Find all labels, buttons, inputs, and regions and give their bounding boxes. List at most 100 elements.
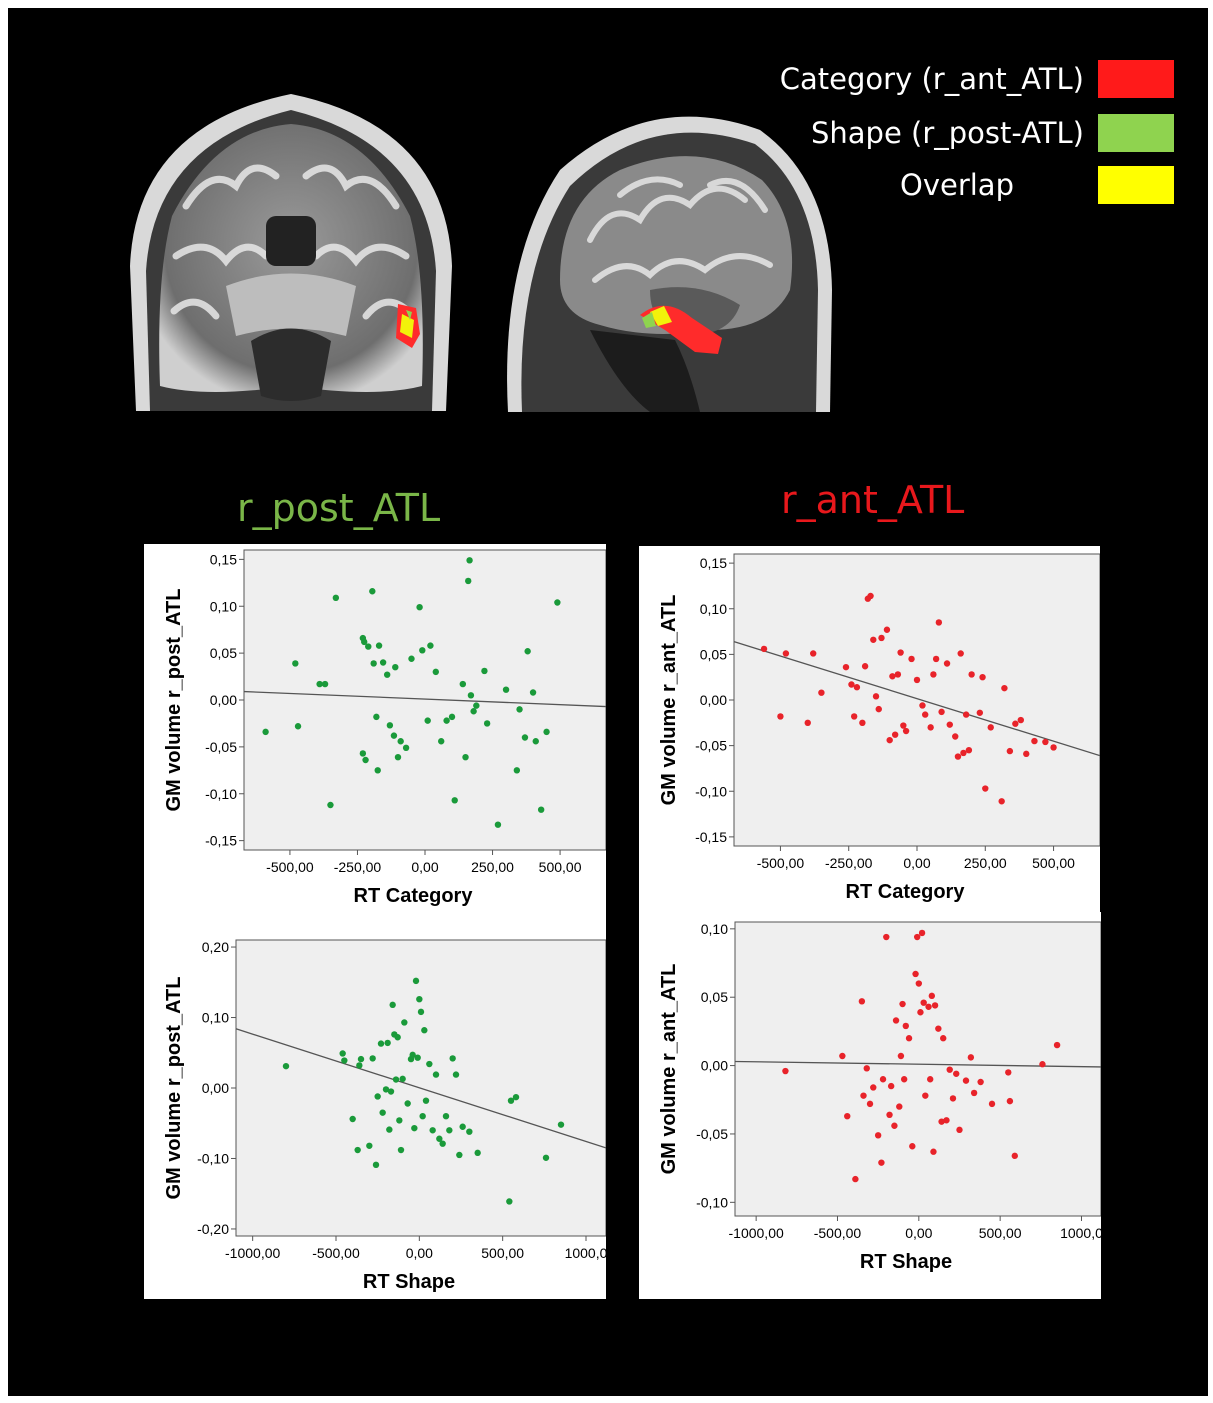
data-point	[977, 1078, 984, 1086]
data-point	[396, 1117, 403, 1124]
data-point	[386, 1126, 393, 1133]
data-point	[1023, 750, 1030, 758]
data-point	[844, 1112, 851, 1120]
data-point	[419, 1112, 426, 1120]
data-point	[861, 663, 869, 670]
data-point	[930, 1148, 937, 1155]
data-point	[372, 1161, 380, 1169]
data-point	[842, 663, 850, 671]
y-tick-label: -0,10	[197, 1150, 229, 1166]
data-point	[900, 1076, 908, 1083]
data-point	[416, 996, 423, 1003]
data-point	[946, 721, 953, 728]
data-point	[943, 660, 951, 667]
y-tick-label: 0,05	[210, 645, 237, 661]
data-point	[512, 1093, 520, 1101]
fit-line	[733, 640, 1100, 757]
data-point	[927, 724, 934, 731]
legend-item-overlap: Overlap	[900, 166, 1174, 204]
data-point	[909, 1143, 916, 1150]
data-point	[537, 806, 545, 813]
data-point	[1031, 737, 1038, 745]
legend-label: Overlap	[900, 168, 1014, 202]
data-point	[1039, 1061, 1046, 1068]
data-point	[474, 1149, 481, 1157]
legend-label: Category (r_ant_ATL)	[779, 62, 1084, 96]
data-point	[782, 1067, 789, 1075]
data-point	[858, 998, 866, 1005]
data-point	[818, 689, 825, 696]
data-point	[524, 648, 531, 655]
data-point	[938, 1118, 945, 1125]
data-point	[443, 717, 450, 724]
data-point	[416, 603, 423, 611]
scatter-ant-shape: 0,10 0,05 0,00 -0,05 -0,10 -1000,00 -500,00 0,0…	[639, 912, 1101, 1299]
data-point	[412, 977, 420, 985]
data-point	[356, 1062, 363, 1069]
data-point	[426, 1060, 433, 1068]
data-point	[953, 1070, 960, 1077]
data-point	[404, 1100, 411, 1107]
data-point	[887, 1082, 895, 1090]
data-point	[850, 713, 858, 720]
x-tick-label: -500,00	[814, 1225, 862, 1241]
x-tick-label: 250,00	[964, 855, 1007, 871]
data-point	[432, 668, 440, 676]
data-point	[930, 671, 937, 678]
data-point	[361, 638, 368, 646]
data-point	[952, 733, 959, 740]
data-point	[332, 594, 340, 602]
y-tick-label: -0,10	[696, 1194, 728, 1210]
data-point	[439, 1140, 446, 1147]
data-point	[894, 671, 902, 678]
data-point	[810, 650, 817, 657]
data-point	[760, 645, 768, 653]
data-point	[886, 1111, 893, 1119]
y-tick-label: 0,00	[210, 692, 237, 708]
data-point	[1050, 744, 1057, 751]
data-point	[970, 1089, 978, 1097]
data-point	[925, 1003, 932, 1010]
x-tick-label: -250,00	[334, 859, 382, 875]
data-point	[414, 1054, 421, 1061]
data-point	[913, 933, 921, 941]
x-tick-label: 0,00	[411, 859, 438, 875]
data-point	[878, 634, 885, 642]
data-point	[949, 1095, 957, 1102]
y-tick-label: -0,20	[197, 1221, 229, 1237]
data-point	[341, 1057, 348, 1064]
plot-area	[243, 549, 606, 851]
data-point	[804, 719, 811, 727]
data-point	[922, 1092, 929, 1099]
data-point	[998, 798, 1005, 805]
x-tick-label: -1000,00	[729, 1225, 784, 1241]
data-point	[366, 1142, 373, 1149]
data-point	[870, 1084, 877, 1091]
x-tick-label: 1000,0	[1060, 1225, 1101, 1241]
data-point	[900, 722, 907, 729]
data-point	[369, 588, 376, 595]
data-point	[1017, 716, 1024, 724]
y-tick-label: 0,15	[210, 551, 237, 567]
data-point	[1005, 1069, 1012, 1076]
data-point	[938, 708, 945, 716]
data-point	[448, 713, 456, 721]
data-point	[379, 1109, 386, 1116]
data-point	[915, 980, 923, 987]
scatter-post-category: 0,15 0,10 0,05 0,00 -0,05 -0,10 -0,15 -500,00 -2…	[144, 544, 606, 910]
x-tick-label: -250,00	[825, 855, 873, 871]
y-axis-label: GM volume r_post_ATL	[163, 589, 185, 812]
data-point	[891, 731, 899, 738]
data-point	[390, 732, 398, 739]
data-point	[940, 1035, 947, 1042]
data-point	[417, 1008, 425, 1016]
data-point	[557, 1121, 565, 1128]
data-point	[1053, 1041, 1061, 1049]
data-point	[466, 557, 473, 564]
data-point	[1001, 684, 1008, 692]
data-point	[389, 1001, 396, 1009]
data-point	[886, 736, 893, 744]
data-point	[429, 1127, 436, 1134]
data-point	[870, 636, 877, 643]
data-point	[976, 709, 984, 716]
